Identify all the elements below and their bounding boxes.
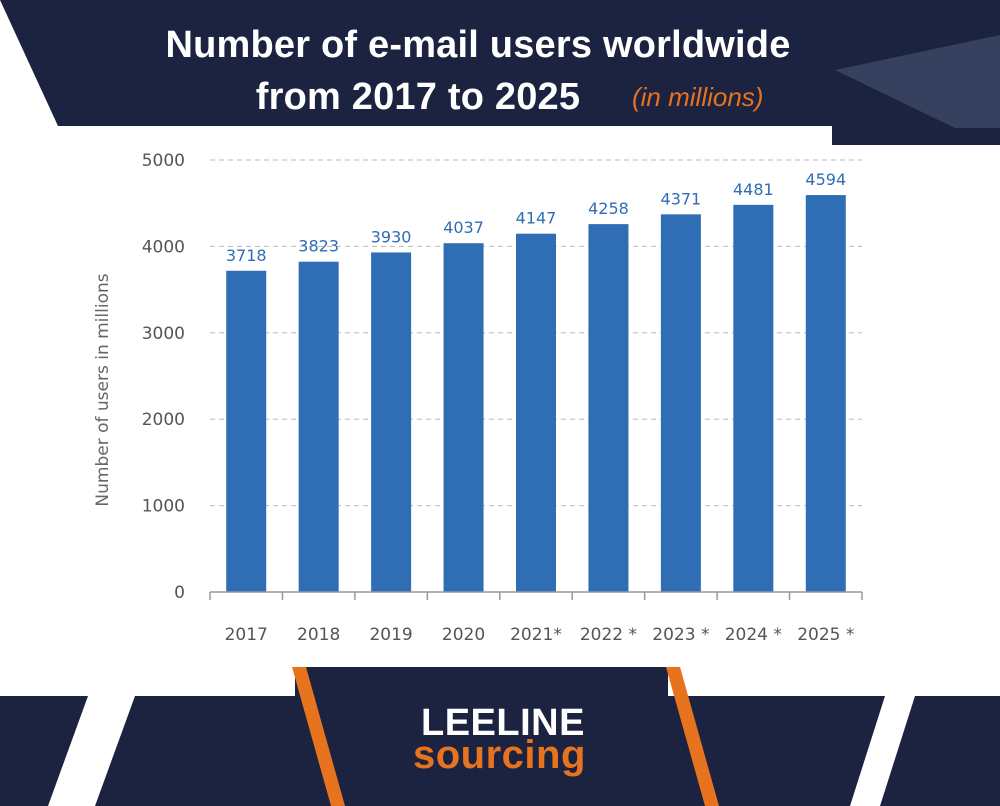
x-tick-label: 2018 <box>297 625 340 645</box>
logo-leeline: LEELINE <box>421 702 585 744</box>
chart-title-line2: from 2017 to 2025 <box>255 76 581 118</box>
bars <box>226 195 846 593</box>
chart-title-line1: Number of e-mail users worldwide <box>165 24 791 66</box>
bar <box>516 233 556 592</box>
orange-stripe-right <box>666 667 719 806</box>
data-labels: 3718 3823 3930 4037 4147 4258 4371 4481 4594 <box>226 170 846 265</box>
x-axis: 2017 2018 2019 2020 2021* 2022 * 2023 * 2024 * 2… <box>209 591 863 645</box>
data-label: 4371 <box>661 189 702 208</box>
data-label: 3930 <box>371 227 412 246</box>
bar <box>371 252 412 592</box>
x-tick-label: 2023 * <box>652 625 709 645</box>
y-tick-label: 3000 <box>142 324 185 344</box>
orange-stripe-left <box>292 667 345 806</box>
bar <box>226 270 267 592</box>
bar <box>805 195 846 592</box>
x-tick-label: 2019 <box>369 625 412 645</box>
logo-sourcing: sourcing <box>413 733 586 777</box>
x-tick-label: 2017 <box>225 625 268 645</box>
footer-banner <box>0 696 88 806</box>
data-label: 4594 <box>805 170 846 189</box>
chart-subtitle: (in millions) <box>632 82 764 112</box>
y-tick-label: 2000 <box>142 410 185 430</box>
y-tick-label: 0 <box>174 583 185 603</box>
data-label: 4037 <box>443 218 484 237</box>
data-label: 4481 <box>733 180 774 199</box>
x-tick-label: 2021* <box>510 625 562 645</box>
y-tick-label: 1000 <box>142 497 185 517</box>
bar <box>588 224 629 592</box>
header-accent-shape <box>835 35 1000 128</box>
bar <box>443 243 484 593</box>
data-label: 4147 <box>516 209 557 228</box>
y-axis-ticks: 0 1000 2000 3000 4000 5000 <box>142 151 185 603</box>
data-label: 3718 <box>226 246 267 265</box>
footer-banner-right <box>880 696 1000 806</box>
data-label: 4258 <box>588 199 629 218</box>
bar <box>660 214 701 593</box>
bar <box>733 204 774 592</box>
x-tick-label: 2022 * <box>580 625 637 645</box>
x-tick-label: 2020 <box>442 625 485 645</box>
x-tick-label: 2024 * <box>725 625 782 645</box>
header-banner <box>0 0 1000 145</box>
y-tick-label: 5000 <box>142 151 185 171</box>
y-tick-label: 4000 <box>142 237 185 257</box>
data-label: 3823 <box>298 237 339 256</box>
bar <box>298 261 339 592</box>
x-tick-label: 2025 * <box>797 625 854 645</box>
y-axis-label: Number of users in millions <box>93 273 113 506</box>
